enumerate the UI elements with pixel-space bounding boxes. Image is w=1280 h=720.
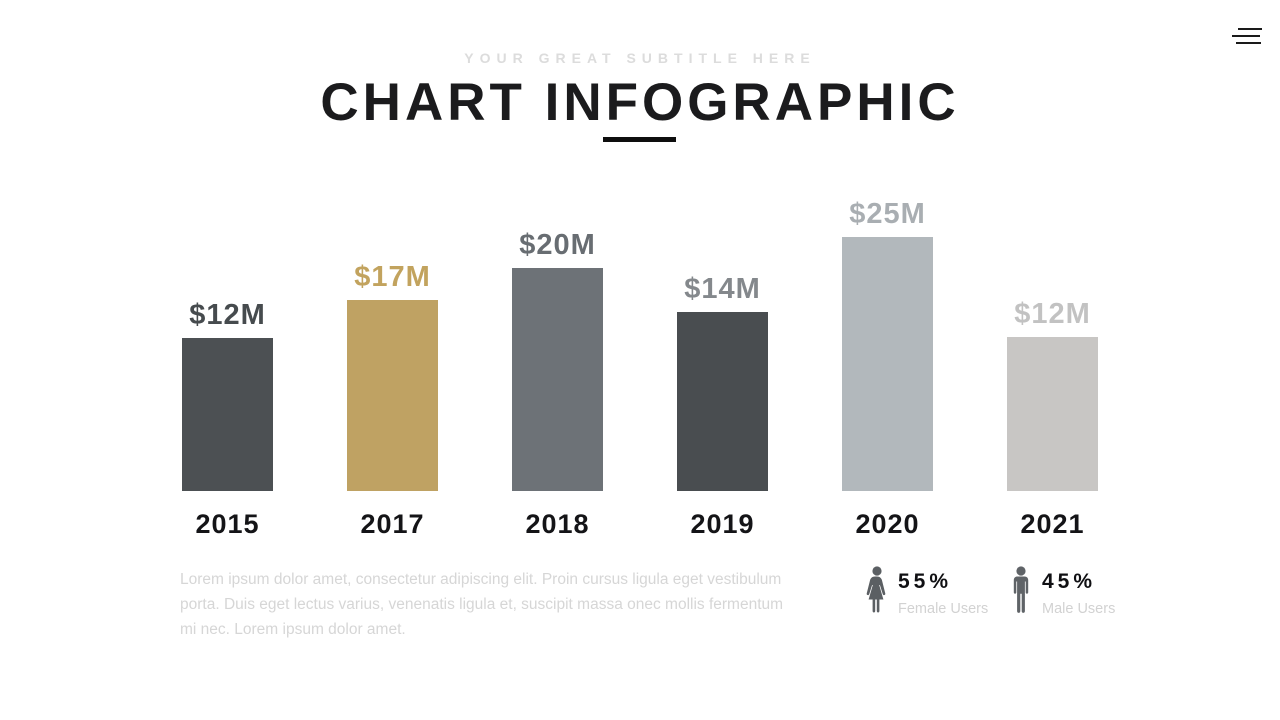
bar-2018 <box>512 268 603 491</box>
bar-2017 <box>347 300 438 491</box>
female-label: Female Users <box>898 601 989 617</box>
title-underline <box>603 137 676 142</box>
bar-2020 <box>842 237 933 491</box>
bar-year-label-2015: 2015 <box>195 509 260 539</box>
bar-value-label-2020: $25M <box>849 198 926 230</box>
bar-value-label-2018: $20M <box>519 229 596 261</box>
bar-2021 <box>1007 337 1098 491</box>
bar-group-2017: $17M 2017 <box>347 261 438 539</box>
female-icon <box>866 566 886 613</box>
bar-group-2015: $12M 2015 <box>182 299 273 539</box>
bar-year-label-2021: 2021 <box>1020 509 1085 539</box>
bar-group-2019: $14M 2019 <box>677 273 768 539</box>
menu-line <box>1238 28 1262 30</box>
bar-chart: $12M 2015 $17M 2017 $20M 2018 $14M 2019 $25M 2020… <box>182 198 1098 539</box>
bar-value-label-2021: $12M <box>1014 298 1091 330</box>
bar-2019 <box>677 312 768 491</box>
bar-group-2018: $20M 2018 <box>512 229 603 539</box>
hamburger-menu-icon[interactable] <box>1231 28 1263 48</box>
bar-group-2021: $12M 2021 <box>1007 298 1098 539</box>
bar-value-label-2019: $14M <box>684 273 761 305</box>
description-text: Lorem ipsum dolor amet, consectetur adip… <box>180 571 784 638</box>
menu-line <box>1236 42 1261 44</box>
bar-year-label-2019: 2019 <box>690 509 755 539</box>
male-label: Male Users <box>1042 601 1116 617</box>
bar-2015 <box>182 338 273 491</box>
bar-value-label-2017: $17M <box>354 261 431 293</box>
slide-subtitle: YOUR GREAT SUBTITLE HERE <box>464 50 816 66</box>
male-users-stat: 45% Male Users <box>1008 566 1115 617</box>
bar-value-label-2015: $12M <box>189 299 266 331</box>
female-percent: 55% <box>898 570 953 593</box>
male-icon <box>1013 566 1029 613</box>
bar-group-2020: $25M 2020 <box>842 198 933 539</box>
bar-year-label-2018: 2018 <box>525 509 590 539</box>
female-users-stat: 55% Female Users <box>864 566 988 617</box>
bar-year-label-2017: 2017 <box>360 509 425 539</box>
page-title: CHART INFOGRAPHIC <box>320 73 960 132</box>
menu-line <box>1232 35 1260 37</box>
male-percent: 45% <box>1042 570 1097 593</box>
bar-year-label-2020: 2020 <box>855 509 920 539</box>
